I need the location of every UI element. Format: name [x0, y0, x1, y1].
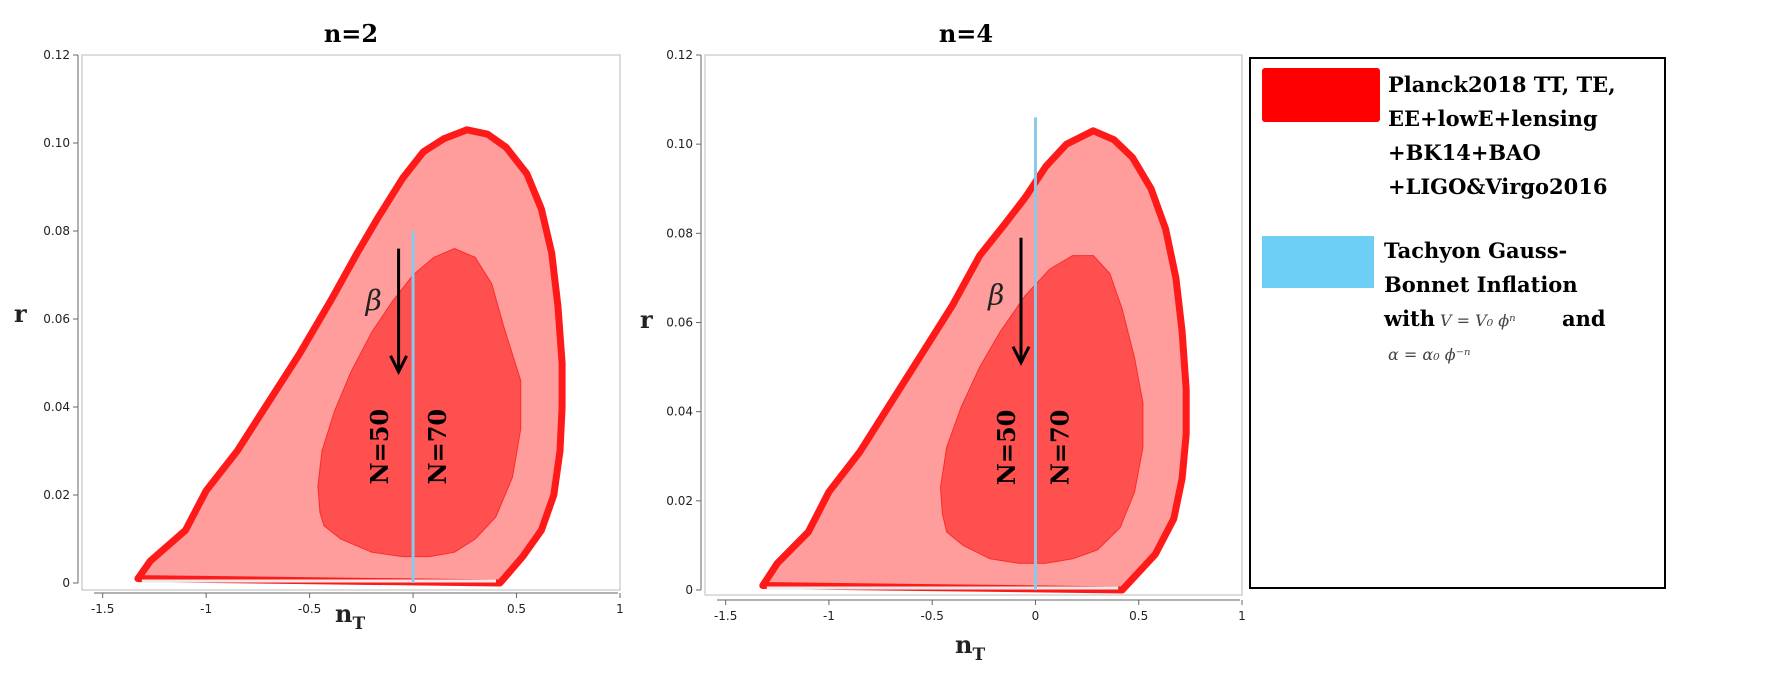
plot-frame	[81, 54, 621, 591]
y-tick-label: 0.04	[43, 400, 70, 414]
x-axis: -1.5 -1 -0.5 0 0.5 1	[91, 592, 624, 616]
label-N70: N=70	[1046, 410, 1075, 485]
y-tick-label: 0.02	[666, 494, 693, 508]
inner-contour	[317, 248, 522, 558]
panel-n4: n=4 -1.5 -1 -0.5 0 0.5 1 0 0.02 0.04 0.06 0.08 0.1…	[640, 19, 1246, 665]
y-tick-label: 0.08	[666, 226, 693, 240]
y-tick-label: 0.10	[666, 137, 693, 151]
x-tick-label: -1	[823, 609, 835, 623]
x-axis-label: nT	[955, 630, 985, 665]
legend-tachyon-with: with	[1383, 306, 1435, 331]
plot-frame	[704, 54, 1243, 596]
y-tick-label: 0.12	[666, 48, 693, 62]
legend-planck-line-2: EE+lowE+lensing	[1388, 106, 1598, 131]
label-N50: N=50	[992, 410, 1021, 485]
legend: Planck2018 TT, TE, EE+lowE+lensing +BK14…	[1249, 57, 1666, 589]
x-axis-label: nT	[335, 599, 365, 634]
label-N50: N=50	[365, 409, 394, 484]
inner-contour	[939, 255, 1144, 564]
x-tick-label: 1	[1238, 609, 1246, 623]
y-axis: 0 0.02 0.04 0.06 0.08 0.10 0.12	[43, 48, 79, 590]
x-tick-label: -0.5	[920, 609, 943, 623]
y-tick-label: 0.12	[43, 48, 70, 62]
x-tick-label: -0.5	[298, 602, 321, 616]
beta-arrowhead	[389, 355, 408, 376]
y-tick-label: 0.08	[43, 224, 70, 238]
panel-n2: n=2 -1.5 -1 -0.5 0 0.5 1 0 0.02 0.04 0.06 0.08 0.1…	[14, 19, 624, 634]
x-tick-label: 0.5	[507, 602, 526, 616]
legend-potential-formula: V = V₀ ϕⁿ	[1440, 311, 1516, 330]
panel-title: n=2	[324, 19, 378, 48]
legend-planck-line-3: +BK14+BAO	[1388, 140, 1541, 165]
legend-swatch-tachyon	[1262, 236, 1374, 288]
beta-arrowhead	[1011, 345, 1031, 366]
panel-title: n=4	[939, 19, 993, 48]
x-axis-label-main: n	[335, 599, 352, 628]
x-tick-label: 0.5	[1129, 609, 1148, 623]
x-axis-label-main: n	[955, 630, 972, 659]
y-tick-label: 0.04	[666, 405, 693, 419]
label-N70: N=70	[423, 409, 452, 484]
x-axis-label-sub: T	[352, 614, 365, 634]
legend-tachyon-line-2: Bonnet Inflation	[1384, 272, 1578, 297]
y-axis-label: r	[14, 299, 27, 328]
x-tick-label: -1.5	[714, 609, 737, 623]
legend-planck-line-1: Planck2018 TT, TE,	[1388, 72, 1616, 97]
x-axis: -1.5 -1 -0.5 0 0.5 1	[714, 599, 1246, 623]
legend-tachyon-and: and	[1562, 306, 1606, 331]
beta-label: β	[365, 284, 382, 317]
x-tick-label: 1	[616, 602, 624, 616]
legend-alpha-formula: α = α₀ ϕ⁻ⁿ	[1388, 345, 1471, 364]
y-tick-label: 0	[62, 576, 70, 590]
y-tick-label: 0.10	[43, 136, 70, 150]
legend-swatch-planck	[1262, 68, 1380, 122]
x-tick-label: 0	[1032, 609, 1040, 623]
legend-frame	[1249, 57, 1666, 589]
y-tick-label: 0	[685, 583, 693, 597]
legend-planck-line-4: +LIGO&Virgo2016	[1388, 174, 1607, 199]
x-tick-label: -1	[200, 602, 212, 616]
beta-label: β	[987, 279, 1004, 312]
y-tick-label: 0.02	[43, 488, 70, 502]
y-tick-label: 0.06	[43, 312, 70, 326]
y-axis-label: r	[640, 305, 653, 334]
y-tick-label: 0.06	[666, 316, 693, 330]
x-axis-label-sub: T	[972, 645, 985, 665]
x-tick-label: -1.5	[91, 602, 114, 616]
x-tick-label: 0	[409, 602, 417, 616]
y-axis: 0 0.02 0.04 0.06 0.08 0.10 0.12	[666, 48, 702, 597]
legend-tachyon-line-1: Tachyon Gauss-	[1384, 238, 1567, 263]
